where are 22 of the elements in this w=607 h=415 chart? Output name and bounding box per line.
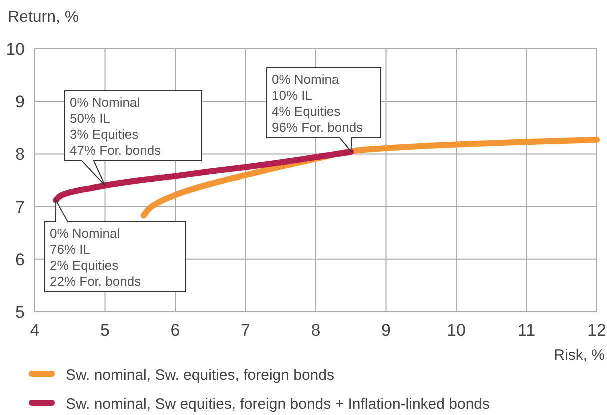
x-axis-title: Risk, % — [554, 347, 605, 364]
x-tick-label: 6 — [170, 321, 180, 340]
y-tick-label: 5 — [16, 303, 25, 322]
x-tick-label: 12 — [588, 321, 606, 340]
annotation: 0% Nomina 10% IL 4% Equities 96% For. bonds — [272, 72, 364, 135]
x-tick-label: 10 — [447, 321, 466, 340]
legend-label: Sw. nominal, Sw. equities, foreign bonds — [66, 367, 334, 384]
x-tick-label: 8 — [311, 321, 321, 340]
y-tick-label: 10 — [6, 40, 25, 59]
x-tick-label: 4 — [30, 321, 40, 340]
y-tick-label: 7 — [16, 198, 25, 217]
y-tick-label: 6 — [16, 250, 25, 270]
x-tick-label: 5 — [100, 321, 110, 340]
x-tick-label: 7 — [241, 321, 250, 340]
x-tick-label: 9 — [382, 321, 391, 340]
y-tick-label: 9 — [16, 92, 25, 112]
legend-label: Sw. nominal, Sw equities, foreign bonds + Inflation-linked bonds — [66, 396, 490, 413]
y-tick-label: 8 — [16, 145, 25, 164]
y-axis-title: Return, % — [8, 9, 80, 26]
annotation: 0% Nominal 50% IL 3% Equities 47% For. bonds — [70, 95, 162, 158]
x-tick-label: 11 — [518, 321, 536, 340]
annotation: 0% Nominal 76% IL 2% Equities 22% For. bonds — [50, 226, 142, 289]
